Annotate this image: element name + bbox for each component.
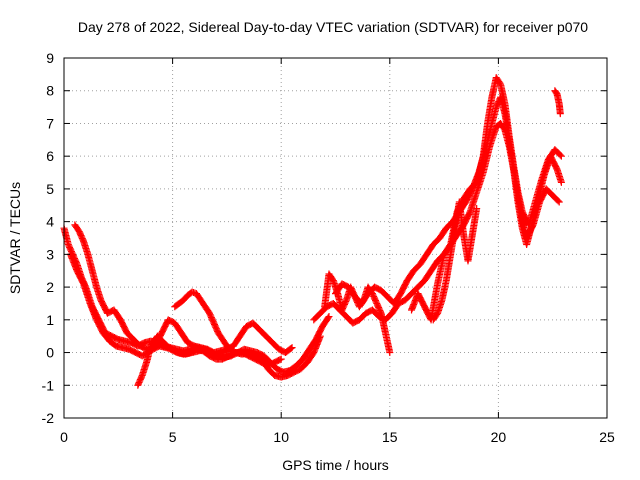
x-axis-label: GPS time / hours <box>282 457 389 473</box>
y-tick-label: 4 <box>46 214 54 230</box>
x-tick-label: 10 <box>273 429 289 445</box>
data-points <box>60 74 565 389</box>
data-point-marker <box>555 198 563 206</box>
data-point-marker <box>277 355 285 363</box>
x-tick-label: 25 <box>599 429 615 445</box>
y-tick-label: 3 <box>46 246 54 262</box>
data-point-marker <box>325 313 333 321</box>
data-point-marker <box>554 197 562 205</box>
data-point-marker <box>473 205 481 213</box>
data-point-marker <box>276 356 284 364</box>
data-point-marker <box>288 344 296 352</box>
data-point-marker <box>556 110 564 118</box>
y-tick-label: 7 <box>46 115 54 131</box>
series-track-c <box>67 250 296 360</box>
series-track-b <box>71 221 333 376</box>
x-tick-label: 5 <box>169 429 177 445</box>
series-track-f <box>321 270 394 357</box>
y-tick-label: -2 <box>42 410 55 426</box>
series-track-d <box>134 332 285 389</box>
y-tick-label: 6 <box>46 148 54 164</box>
y-tick-label: 2 <box>46 279 54 295</box>
series-track-i <box>408 74 565 324</box>
axis-ticks: 0 5 10 15 20 25 -2 -1 0 1 2 3 4 5 6 7 8 9 <box>42 50 615 445</box>
data-point-marker <box>226 344 234 352</box>
y-tick-label: 0 <box>46 345 54 361</box>
y-tick-label: 8 <box>46 83 54 99</box>
data-point-marker <box>557 152 565 160</box>
y-tick-label: 5 <box>46 181 54 197</box>
series-track-k <box>551 87 564 118</box>
x-tick-label: 0 <box>60 429 68 445</box>
data-point-marker <box>227 345 235 353</box>
y-tick-label: -1 <box>42 377 55 393</box>
y-axis-label: SDTVAR / TECUs <box>7 182 23 294</box>
y-tick-label: 9 <box>46 50 54 66</box>
data-point-marker <box>557 178 565 186</box>
data-point-marker <box>556 151 564 159</box>
data-point-marker <box>324 314 332 322</box>
plot-frame <box>63 57 608 419</box>
series-track-e <box>171 288 235 353</box>
series-track-j <box>429 198 481 324</box>
data-point-marker <box>287 344 295 352</box>
x-tick-label: 20 <box>491 429 507 445</box>
x-tick-label: 15 <box>382 429 398 445</box>
data-point-marker <box>386 349 394 357</box>
chart-title: Day 278 of 2022, Sidereal Day-to-day VTE… <box>78 19 588 35</box>
y-tick-label: 1 <box>46 312 54 328</box>
